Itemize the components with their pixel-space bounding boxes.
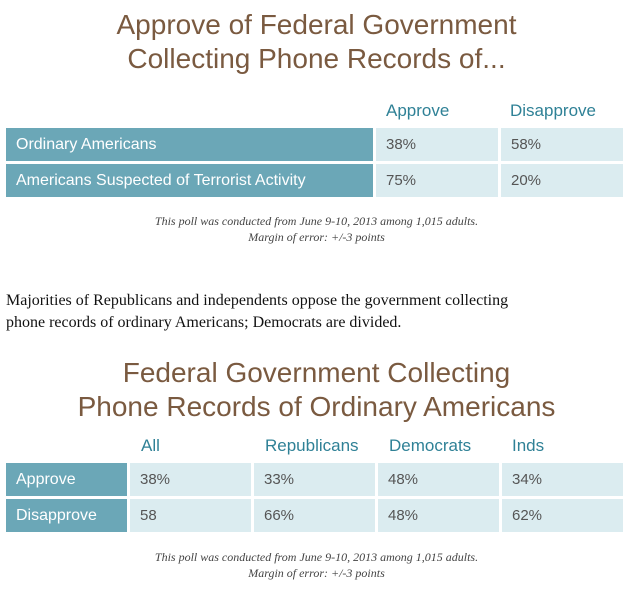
table1-cell-disapprove: 20%: [501, 164, 623, 197]
table1-row: Americans Suspected of Terrorist Activit…: [6, 164, 623, 197]
table1-title-line1: Approve of Federal Government: [116, 9, 517, 40]
table2-note-line2: Margin of error: +/-3 points: [248, 566, 385, 580]
table2-header-inds: Inds: [512, 436, 545, 455]
table1-title: Approve of Federal Government Collecting…: [0, 8, 633, 76]
table2-note-line1: This poll was conducted from June 9-10, …: [154, 550, 479, 564]
table1-cell-approve: 38%: [376, 128, 498, 161]
table2-cell-all: 38%: [130, 463, 251, 496]
table1-row-label: Americans Suspected of Terrorist Activit…: [6, 164, 373, 197]
table2-title-line1: Federal Government Collecting: [122, 357, 511, 388]
table2-cell-republicans: 33%: [254, 463, 375, 496]
summary-line1: Majorities of Republicans and independen…: [6, 292, 509, 309]
summary-paragraph: Majorities of Republicans and independen…: [6, 290, 626, 334]
table2-header-all: All: [141, 436, 160, 455]
table2-row: Approve 38% 33% 48% 34%: [6, 463, 623, 496]
table2-title: Federal Government Collecting Phone Reco…: [0, 356, 633, 424]
table2-row-label: Disapprove: [6, 499, 127, 532]
table2-cell-all: 58: [130, 499, 251, 532]
table1-row-label: Ordinary Americans: [6, 128, 373, 161]
table1-row: Ordinary Americans 38% 58%: [6, 128, 623, 161]
table2-row: Disapprove 58 66% 48% 62%: [6, 499, 623, 532]
table2-cell-inds: 34%: [502, 463, 623, 496]
table2-row-label: Approve: [6, 463, 127, 496]
table1-header-disapprove: Disapprove: [510, 101, 596, 120]
table2-title-line2: Phone Records of Ordinary Americans: [77, 391, 556, 422]
table2-cell-inds: 62%: [502, 499, 623, 532]
table1-cell-approve: 75%: [376, 164, 498, 197]
table1-note: This poll was conducted from June 9-10, …: [0, 213, 633, 245]
table1-title-line2: Collecting Phone Records of...: [127, 43, 506, 74]
table1-note-line2: Margin of error: +/-3 points: [248, 230, 385, 244]
table2-note: This poll was conducted from June 9-10, …: [0, 549, 633, 581]
table2-header-democrats: Democrats: [389, 436, 472, 455]
table2-cell-democrats: 48%: [378, 499, 499, 532]
table2-cell-democrats: 48%: [378, 463, 499, 496]
table1-header-approve: Approve: [386, 101, 450, 120]
table1-cell-disapprove: 58%: [501, 128, 623, 161]
table2-header-republicans: Republicans: [265, 436, 359, 455]
table1-note-line1: This poll was conducted from June 9-10, …: [154, 214, 479, 228]
summary-line2: phone records of ordinary Americans; Dem…: [6, 314, 402, 331]
table2-cell-republicans: 66%: [254, 499, 375, 532]
